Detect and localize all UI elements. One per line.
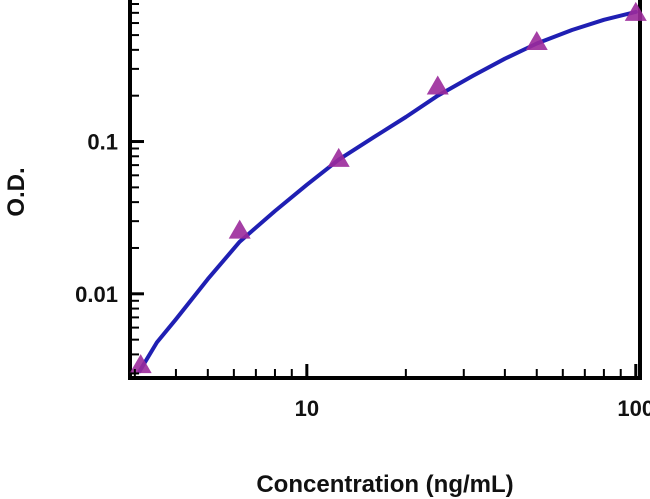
axis-tick-labels: 10 100 0.01 0.1: [75, 130, 650, 421]
plot-area: [128, 0, 647, 380]
data-point: [426, 75, 449, 95]
plot-frame: [128, 0, 642, 380]
data-point: [525, 31, 548, 51]
x-tick-label: 100: [617, 396, 650, 421]
data-point: [129, 354, 152, 374]
data-point: [624, 1, 647, 21]
x-axis-title: Concentration (ng/mL): [256, 471, 513, 498]
fit-curve: [137, 9, 638, 374]
data-point: [228, 219, 251, 239]
data-point: [327, 147, 350, 167]
y-tick-label: 0.01: [75, 282, 118, 307]
y-tick-label: 0.1: [87, 130, 118, 155]
axis-ticks: [130, 3, 638, 378]
y-axis-title: O.D.: [3, 167, 30, 216]
x-tick-label: 10: [295, 396, 319, 421]
